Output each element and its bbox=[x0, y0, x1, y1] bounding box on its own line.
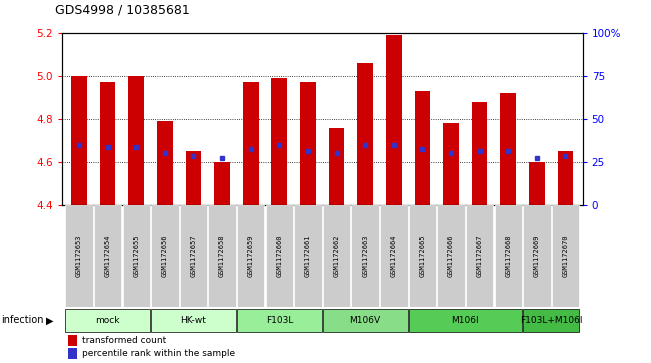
Bar bbox=[65, 205, 92, 307]
Bar bbox=[214, 162, 230, 205]
Text: percentile rank within the sample: percentile rank within the sample bbox=[82, 349, 235, 358]
Bar bbox=[100, 82, 115, 205]
Bar bbox=[443, 123, 459, 205]
Text: GSM1172661: GSM1172661 bbox=[305, 234, 311, 277]
Bar bbox=[157, 121, 173, 205]
Bar bbox=[300, 82, 316, 205]
Bar bbox=[180, 205, 207, 307]
Text: mock: mock bbox=[96, 316, 120, 325]
Bar bbox=[323, 309, 408, 332]
Text: GSM1172655: GSM1172655 bbox=[133, 234, 139, 277]
Text: GSM1172670: GSM1172670 bbox=[562, 234, 568, 277]
Bar bbox=[380, 205, 408, 307]
Text: GSM1172662: GSM1172662 bbox=[333, 234, 340, 277]
Text: GSM1172658: GSM1172658 bbox=[219, 234, 225, 277]
Bar bbox=[472, 102, 488, 205]
Text: GSM1172656: GSM1172656 bbox=[162, 234, 168, 277]
Bar bbox=[151, 309, 236, 332]
Bar bbox=[501, 93, 516, 205]
Bar bbox=[329, 127, 344, 205]
Text: GSM1172665: GSM1172665 bbox=[419, 234, 425, 277]
Bar bbox=[208, 205, 236, 307]
Bar bbox=[151, 205, 178, 307]
Text: GSM1172668: GSM1172668 bbox=[505, 234, 511, 277]
Bar bbox=[552, 205, 579, 307]
Bar bbox=[409, 205, 436, 307]
Text: GSM1172667: GSM1172667 bbox=[477, 234, 482, 277]
Bar bbox=[437, 205, 465, 307]
Text: transformed count: transformed count bbox=[82, 336, 166, 344]
Text: GSM1172666: GSM1172666 bbox=[448, 234, 454, 277]
Bar bbox=[386, 35, 402, 205]
Text: infection: infection bbox=[1, 315, 43, 325]
Bar bbox=[495, 205, 522, 307]
Bar bbox=[294, 205, 322, 307]
Bar bbox=[94, 205, 121, 307]
Bar bbox=[529, 162, 545, 205]
Bar bbox=[352, 205, 379, 307]
Text: HK-wt: HK-wt bbox=[180, 316, 206, 325]
Bar bbox=[558, 151, 574, 205]
Text: GSM1172657: GSM1172657 bbox=[191, 234, 197, 277]
Text: M106I: M106I bbox=[452, 316, 479, 325]
Bar bbox=[323, 205, 350, 307]
Text: ▶: ▶ bbox=[46, 315, 53, 325]
Text: GSM1172659: GSM1172659 bbox=[248, 234, 254, 277]
Text: GSM1172663: GSM1172663 bbox=[362, 234, 368, 277]
Text: GSM1172664: GSM1172664 bbox=[391, 234, 396, 277]
Bar bbox=[266, 205, 293, 307]
Bar bbox=[237, 205, 264, 307]
Bar bbox=[523, 205, 551, 307]
Bar bbox=[71, 76, 87, 205]
Text: F103L: F103L bbox=[266, 316, 293, 325]
Text: M106V: M106V bbox=[350, 316, 381, 325]
Bar bbox=[357, 63, 373, 205]
Text: F103L+M106I: F103L+M106I bbox=[520, 316, 583, 325]
Text: GSM1172660: GSM1172660 bbox=[276, 234, 283, 277]
Bar bbox=[271, 78, 287, 205]
Text: GSM1172654: GSM1172654 bbox=[105, 234, 111, 277]
Bar bbox=[186, 151, 201, 205]
Text: GDS4998 / 10385681: GDS4998 / 10385681 bbox=[55, 3, 190, 16]
Bar bbox=[409, 309, 522, 332]
Bar bbox=[415, 91, 430, 205]
Bar bbox=[466, 205, 493, 307]
Bar bbox=[122, 205, 150, 307]
Text: GSM1172669: GSM1172669 bbox=[534, 234, 540, 277]
Text: GSM1172653: GSM1172653 bbox=[76, 234, 82, 277]
Bar bbox=[237, 309, 322, 332]
Bar bbox=[523, 309, 579, 332]
Bar bbox=[65, 309, 150, 332]
Bar bbox=[128, 76, 144, 205]
Bar bbox=[243, 82, 258, 205]
